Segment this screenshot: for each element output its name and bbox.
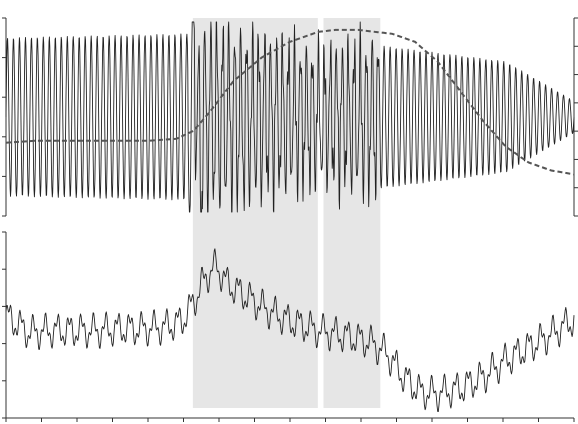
top-dashed-trend-line bbox=[5, 28, 575, 176]
bottom-panel bbox=[2, 231, 575, 419]
x-axis bbox=[5, 417, 575, 422]
top-panel bbox=[2, 17, 578, 217]
shaded-interval-1 bbox=[192, 18, 318, 408]
shaded-intervals bbox=[192, 18, 381, 408]
top-oscillation-line bbox=[5, 21, 575, 213]
bottom-signal-line bbox=[5, 248, 575, 413]
